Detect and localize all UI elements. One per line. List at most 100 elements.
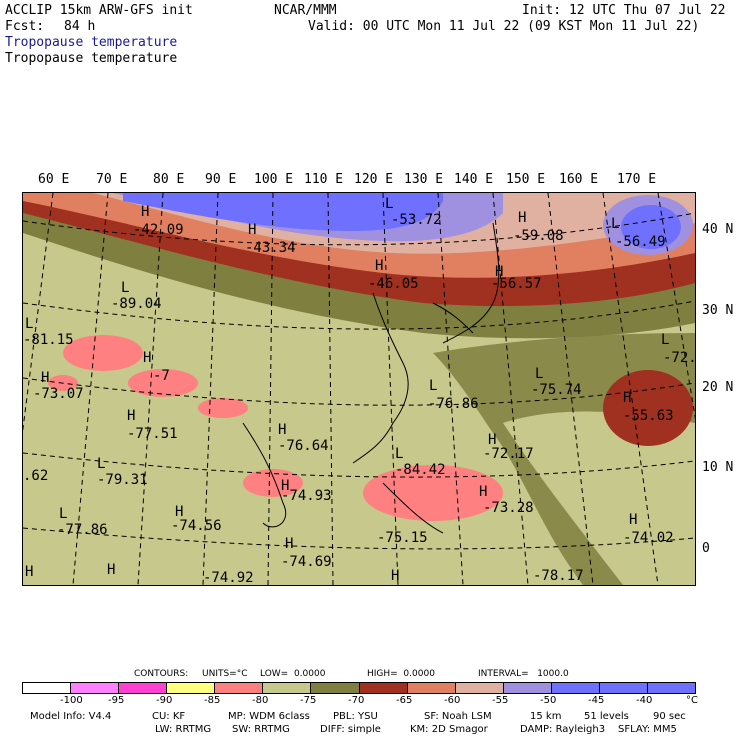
temperature-value: -74.92: [203, 570, 254, 586]
legend-tick-label: -40: [636, 695, 653, 706]
temperature-value: -76.86: [428, 396, 479, 412]
legend-tick-label: -95: [108, 695, 125, 706]
legend-tick-label: -55: [492, 695, 509, 706]
units-label: UNITS=°C: [202, 669, 248, 679]
longitude-label: 80 E: [153, 172, 185, 187]
legend-tick-label: -100: [60, 695, 83, 706]
high-marker: H: [248, 222, 257, 238]
longitude-label: 120 E: [354, 172, 394, 187]
high-marker: H: [629, 512, 638, 528]
valid-time: Valid: 00 UTC Mon 11 Jul 22 (09 KST Mon …: [308, 19, 700, 34]
high-marker: H: [518, 210, 527, 226]
temperature-value: -72.17: [483, 446, 534, 462]
legend-swatch: [119, 683, 168, 693]
temperature-value: -56.57: [491, 276, 542, 292]
legend-tick-label: -80: [252, 695, 269, 706]
tropopause-temperature-map: H -42.09 H -43.34 L -53.72 H -59.08 L -56.49 H -46.…: [22, 192, 696, 586]
high-marker: H: [141, 204, 150, 220]
temperature-value: -77.86: [57, 522, 108, 538]
temperature-value: -75.74: [531, 382, 582, 398]
legend-swatch: [311, 683, 360, 693]
temperature-value: -81.15: [23, 332, 74, 348]
temperature-value: -77.51: [127, 426, 178, 442]
low-marker: L: [97, 456, 106, 472]
low-marker: L: [385, 196, 394, 212]
forecast-label: Fcst:: [5, 19, 45, 34]
temperature-value: -73.28: [483, 500, 534, 516]
legend-swatch: [455, 683, 504, 693]
legend-tick-label: -65: [396, 695, 413, 706]
high-marker: H: [107, 562, 116, 578]
interval-label: INTERVAL= 1000.0: [478, 669, 569, 679]
color-legend: [22, 682, 696, 694]
latitude-label: 40 N: [702, 222, 734, 237]
legend-tick-label: -60: [444, 695, 461, 706]
model-info-item: DAMP: Rayleigh3: [520, 724, 606, 735]
high-marker: H: [175, 504, 184, 520]
legend-swatch: [263, 683, 312, 693]
latitude-label: 20 N: [702, 380, 734, 395]
legend-tick-label: -45: [588, 695, 605, 706]
legend-swatch: [648, 683, 696, 693]
longitude-label: 100 E: [254, 172, 294, 187]
model-info-item: MP: WDM 6class: [228, 711, 310, 722]
high-marker: H: [495, 264, 504, 280]
high-marker: H: [127, 408, 136, 424]
model-info-item: LW: RRTMG: [155, 724, 212, 735]
model-info-item: KM: 2D Smagor: [410, 724, 488, 735]
latitude-label: 10 N: [702, 460, 734, 475]
high-marker: H: [278, 422, 287, 438]
model-title: ACCLIP 15km ARW-GFS init: [5, 3, 193, 18]
model-info-item: SW: RRTMG: [232, 724, 290, 735]
legend-swatch: [23, 683, 72, 693]
high-marker: H: [479, 484, 488, 500]
temperature-value: -59.08: [513, 228, 564, 244]
legend-tick-label: -90: [156, 695, 173, 706]
temperature-value: -55.63: [623, 408, 674, 424]
temperature-value: -74.69: [281, 554, 332, 570]
legend-swatch: [167, 683, 216, 693]
legend-swatch: [599, 683, 649, 693]
temperature-value: -75.15: [377, 530, 428, 546]
temperature-value: -79.31: [97, 472, 148, 488]
low-marker: L: [25, 316, 34, 332]
contours-label: CONTOURS:: [134, 669, 189, 679]
longitude-label: 90 E: [205, 172, 237, 187]
longitude-label: 110 E: [304, 172, 344, 187]
longitude-label: 170 E: [617, 172, 657, 187]
legend-swatch: [71, 683, 120, 693]
latitude-label: 0: [702, 541, 710, 556]
longitude-label: 140 E: [454, 172, 494, 187]
low-label: LOW= 0.0000: [260, 669, 326, 679]
legend-swatch: [215, 683, 264, 693]
high-marker: H: [143, 350, 152, 366]
latitude-label: 30 N: [702, 303, 734, 318]
model-info-item: 15 km: [530, 711, 562, 722]
model-info-item: 51 levels: [584, 711, 629, 722]
high-marker: H: [391, 568, 400, 584]
temperature-value: .62: [23, 468, 49, 484]
init-time: Init: 12 UTC Thu 07 Jul 22: [522, 3, 726, 18]
high-marker: H: [25, 564, 34, 580]
model-info-item: CU: KF: [152, 711, 186, 722]
temperature-value: -72.: [663, 350, 696, 366]
temperature-value: -78.17: [533, 568, 584, 584]
legend-tick-label: -70: [348, 695, 365, 706]
temperature-value: -56.49: [615, 234, 666, 250]
longitude-label: 150 E: [506, 172, 546, 187]
legend-tick-label: -75: [300, 695, 317, 706]
low-marker: L: [429, 378, 438, 394]
model-info-item: PBL: YSU: [333, 711, 378, 722]
legend-swatch: [359, 683, 408, 693]
high-marker: H: [488, 432, 497, 448]
temperature-value: -53.72: [391, 212, 442, 228]
temperature-value: -74.56: [171, 518, 222, 534]
model-info-item: SF: Noah LSM: [424, 711, 492, 722]
center-label: NCAR/MMM: [274, 3, 337, 18]
field-title-secondary: Tropopause temperature: [5, 51, 178, 66]
temperature-value: -46.05: [368, 276, 419, 292]
longitude-label: 60 E: [38, 172, 70, 187]
model-info-item: 90 sec: [653, 711, 686, 722]
forecast-hours: 84 h: [64, 19, 96, 34]
model-info-item: DIFF: simple: [320, 724, 381, 735]
